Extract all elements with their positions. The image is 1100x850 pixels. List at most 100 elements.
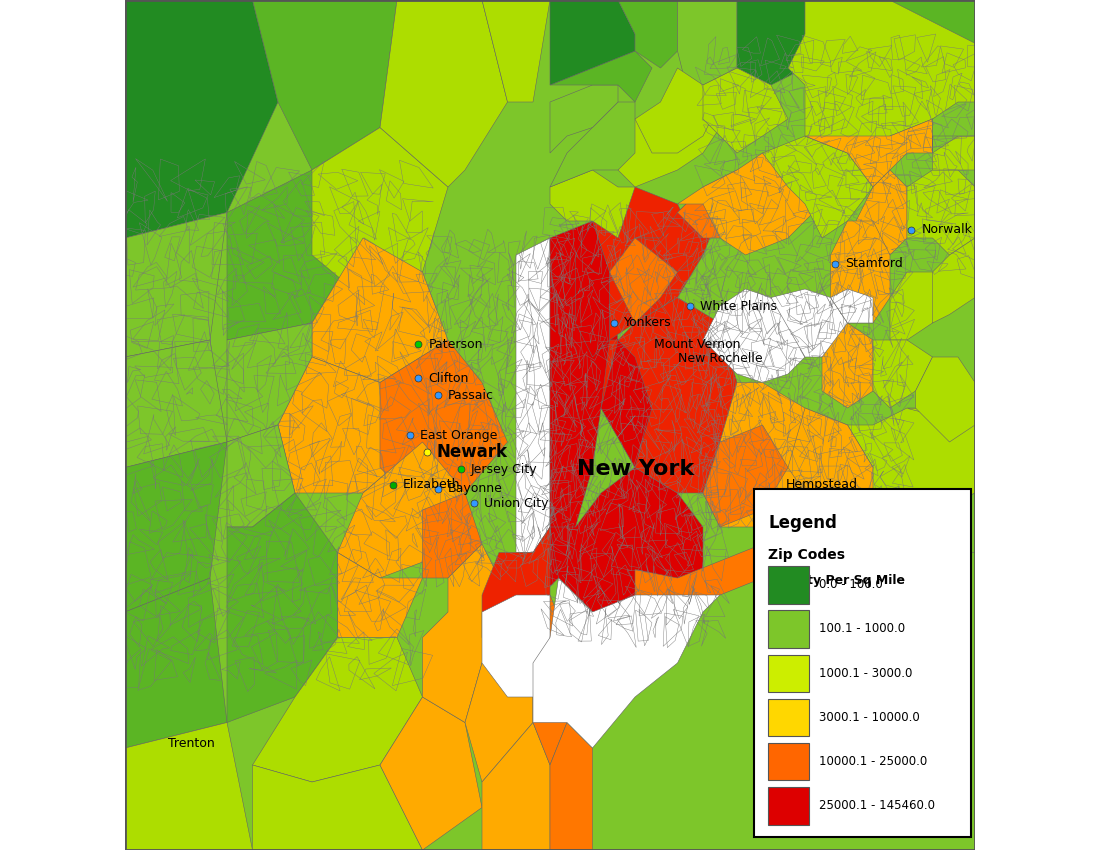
- Polygon shape: [227, 425, 295, 527]
- Bar: [769, 699, 810, 736]
- Text: Norwalk: Norwalk: [922, 223, 972, 236]
- Text: Paterson: Paterson: [429, 337, 483, 351]
- Polygon shape: [516, 238, 550, 552]
- Polygon shape: [890, 510, 940, 578]
- Polygon shape: [822, 323, 873, 408]
- Polygon shape: [125, 340, 227, 468]
- FancyBboxPatch shape: [754, 489, 970, 837]
- Polygon shape: [601, 298, 737, 493]
- Polygon shape: [125, 722, 253, 850]
- Polygon shape: [908, 170, 975, 255]
- Polygon shape: [534, 578, 720, 748]
- Polygon shape: [338, 552, 422, 638]
- Polygon shape: [601, 340, 652, 468]
- Polygon shape: [593, 187, 703, 340]
- Text: 0.0 - 100.0: 0.0 - 100.0: [820, 578, 883, 592]
- Text: Mount Vernon: Mount Vernon: [653, 337, 740, 351]
- Text: New Rochelle: New Rochelle: [678, 352, 762, 366]
- Polygon shape: [618, 0, 678, 68]
- Text: 10000.1 - 25000.0: 10000.1 - 25000.0: [820, 755, 927, 768]
- Polygon shape: [771, 289, 847, 357]
- Polygon shape: [609, 238, 678, 323]
- Text: Elizabeth: Elizabeth: [403, 478, 461, 491]
- Polygon shape: [575, 221, 609, 357]
- Bar: [769, 654, 810, 692]
- Bar: [769, 743, 810, 780]
- Polygon shape: [703, 68, 788, 153]
- Polygon shape: [422, 493, 482, 578]
- Polygon shape: [788, 408, 873, 510]
- Polygon shape: [550, 468, 703, 638]
- Text: Bayonne: Bayonne: [448, 482, 503, 496]
- Polygon shape: [550, 0, 635, 85]
- Polygon shape: [227, 323, 312, 442]
- Text: Stamford: Stamford: [845, 257, 903, 270]
- Polygon shape: [915, 357, 975, 442]
- Polygon shape: [253, 0, 397, 170]
- Polygon shape: [550, 102, 635, 187]
- Polygon shape: [830, 221, 890, 323]
- Polygon shape: [278, 357, 422, 493]
- Polygon shape: [125, 442, 227, 612]
- Polygon shape: [312, 238, 448, 382]
- Polygon shape: [762, 136, 873, 238]
- Polygon shape: [618, 102, 720, 187]
- Text: Hempstead: Hempstead: [785, 478, 858, 491]
- Polygon shape: [125, 578, 227, 748]
- Polygon shape: [873, 340, 933, 408]
- Polygon shape: [933, 136, 975, 170]
- Polygon shape: [482, 0, 550, 102]
- Text: Trenton: Trenton: [167, 737, 214, 751]
- Text: Union City: Union City: [484, 496, 548, 510]
- Polygon shape: [379, 340, 507, 510]
- Text: Zip Codes: Zip Codes: [769, 548, 846, 562]
- Polygon shape: [379, 0, 507, 187]
- Polygon shape: [534, 221, 618, 595]
- Bar: [769, 566, 810, 604]
- Polygon shape: [703, 289, 805, 382]
- Polygon shape: [635, 544, 788, 612]
- Polygon shape: [703, 425, 788, 527]
- Bar: [769, 610, 810, 648]
- Polygon shape: [856, 170, 908, 255]
- Text: Newark: Newark: [437, 443, 508, 462]
- Polygon shape: [482, 527, 550, 663]
- Polygon shape: [422, 544, 507, 722]
- Polygon shape: [635, 68, 720, 153]
- Polygon shape: [465, 595, 534, 782]
- Polygon shape: [890, 272, 949, 340]
- Polygon shape: [678, 0, 737, 85]
- Text: White Plains: White Plains: [701, 299, 778, 313]
- Polygon shape: [312, 128, 448, 298]
- Polygon shape: [830, 289, 873, 323]
- Polygon shape: [933, 238, 975, 323]
- Bar: [769, 787, 810, 824]
- Polygon shape: [550, 51, 652, 102]
- Text: East Orange: East Orange: [420, 428, 497, 442]
- Polygon shape: [890, 0, 975, 42]
- Polygon shape: [125, 212, 227, 357]
- Text: New York: New York: [578, 459, 694, 479]
- Polygon shape: [534, 595, 566, 765]
- Text: 1000.1 - 3000.0: 1000.1 - 3000.0: [820, 666, 913, 680]
- Polygon shape: [635, 187, 720, 272]
- Text: 100.1 - 1000.0: 100.1 - 1000.0: [820, 622, 905, 636]
- Text: Legend: Legend: [769, 514, 837, 532]
- Polygon shape: [550, 170, 635, 238]
- Polygon shape: [908, 408, 975, 425]
- Polygon shape: [253, 638, 422, 782]
- Text: Yonkers: Yonkers: [624, 316, 672, 330]
- Polygon shape: [737, 0, 805, 85]
- Polygon shape: [805, 119, 933, 187]
- Polygon shape: [253, 765, 422, 850]
- Polygon shape: [482, 722, 550, 850]
- Polygon shape: [933, 102, 975, 153]
- Text: Jersey City: Jersey City: [471, 462, 538, 476]
- Polygon shape: [550, 722, 593, 850]
- Polygon shape: [703, 382, 873, 527]
- Polygon shape: [550, 85, 618, 153]
- Polygon shape: [338, 442, 465, 578]
- Polygon shape: [227, 170, 363, 340]
- Polygon shape: [125, 0, 278, 238]
- Polygon shape: [788, 0, 975, 153]
